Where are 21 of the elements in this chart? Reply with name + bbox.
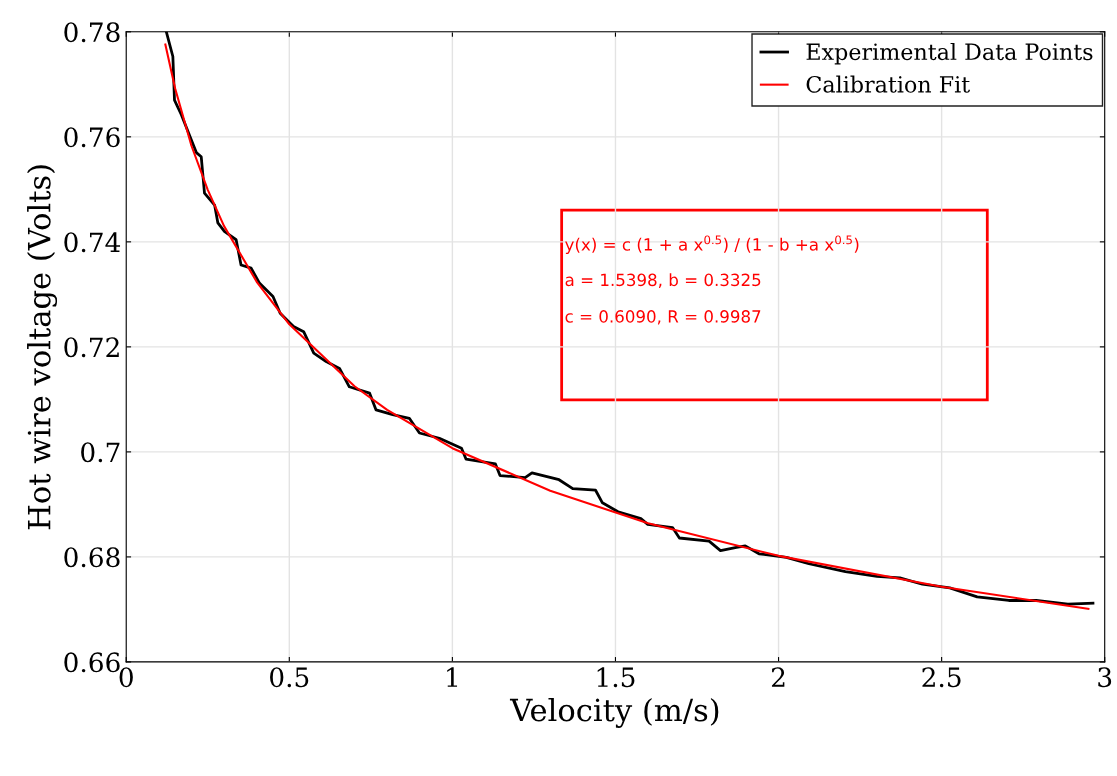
legend-label: Calibration Fit xyxy=(806,75,970,93)
y-tick-label: 0.72 xyxy=(64,337,119,358)
annotation: y(x) = c (1 + a x$^{0.5}$) / (1 - b +a x$^{0.5}$) xyxy=(565,235,859,254)
legend-label: Experimental Data Points xyxy=(806,42,1093,65)
x-tick-label: 0 xyxy=(119,667,133,688)
y-tick-label: 0.74 xyxy=(64,232,121,253)
y-tick-label: 0.68 xyxy=(64,547,120,568)
x-axis-title: Velocity (m/s) xyxy=(509,697,719,728)
annotation: c = 0.6090, R = 0.9987 xyxy=(565,310,761,325)
y-tick-label: 0.66 xyxy=(64,652,120,673)
x-tick-label: 2 xyxy=(771,667,785,687)
y-tick-label: 0.7 xyxy=(81,442,120,463)
x-tick-label: 1 xyxy=(447,667,458,687)
x-tick-label: 3 xyxy=(1098,667,1112,688)
x-tick-label: 1.5 xyxy=(597,667,635,688)
x-tick-label: 0.5 xyxy=(270,667,309,688)
y-tick-label: 0.78 xyxy=(64,22,120,43)
annotation: a = 1.5398, b = 0.3325 xyxy=(565,273,761,288)
y-axis-title: Hot wire voltage (Volts) xyxy=(27,165,58,530)
x-tick-label: 2.5 xyxy=(922,667,961,688)
y-tick-label: 0.76 xyxy=(64,127,120,148)
